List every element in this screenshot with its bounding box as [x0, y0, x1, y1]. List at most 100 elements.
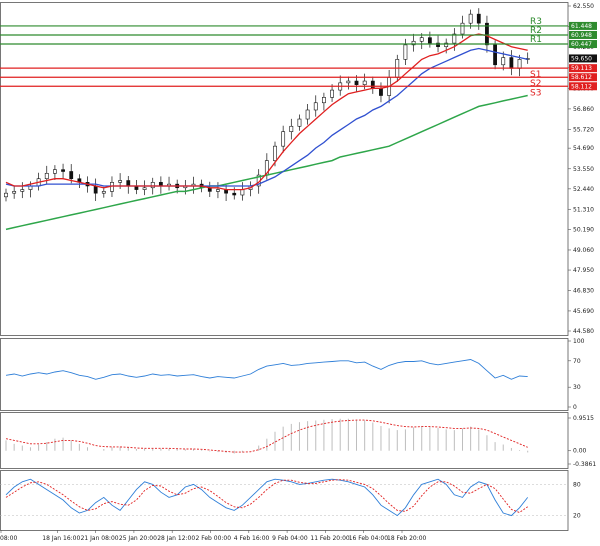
y-tick-label: 47.950: [573, 267, 594, 274]
macd-tick-label: 0.9515: [573, 415, 594, 422]
candle-body: [403, 44, 408, 60]
x-tick-label: 28 Jan 12:00: [157, 535, 195, 542]
candle-body: [150, 182, 155, 189]
level-name-r2: R2: [530, 26, 542, 36]
candle-body: [354, 80, 359, 85]
candle-body: [322, 97, 326, 104]
candle-body: [289, 125, 294, 132]
macd-tick-label: -0.3861: [573, 461, 596, 468]
main-frame: [0, 2, 569, 336]
macd-frame: [0, 412, 569, 469]
candle-body: [232, 192, 237, 196]
x-tick-label: 08:00: [0, 535, 17, 542]
candle-body: [476, 13, 481, 24]
candle-body: [126, 180, 131, 187]
candle-body: [305, 109, 310, 120]
y-tick-label: 53.550: [573, 166, 594, 173]
y-tick-label: 46.830: [573, 287, 594, 294]
candle-body: [281, 131, 286, 147]
candle-body: [362, 80, 367, 85]
y-tick-label: 55.720: [573, 127, 594, 134]
candle-body: [501, 57, 506, 66]
x-tick-label: 4 Feb 16:00: [234, 535, 270, 542]
level-value-r3: 61.448: [571, 23, 592, 30]
candle-body: [444, 42, 449, 47]
candle-body: [273, 145, 277, 161]
candle-body: [20, 189, 25, 192]
level-name-s2: S2: [530, 79, 541, 89]
candle-body: [460, 22, 465, 35]
y-tick-label: 50.190: [573, 227, 594, 234]
rsi-tick-label: 30: [573, 384, 581, 391]
level-tag-s3: [569, 82, 597, 91]
candle-body: [493, 44, 497, 66]
candle-body: [411, 40, 416, 46]
candle-body: [12, 191, 17, 194]
y-tick-label: 51.310: [573, 206, 594, 213]
x-tick-label: 18 Jan 16:00: [42, 535, 80, 542]
current-price-label: 59.650: [571, 55, 592, 62]
current-price-tag: [569, 54, 597, 63]
stochastic-panel: 80 20: [0, 470, 581, 531]
level-name-s1: S1: [530, 70, 541, 80]
macd-signal-line: [5, 419, 528, 453]
ma-short-line: [5, 33, 528, 191]
stoch-tick-label: 80: [573, 481, 581, 488]
main-price-panel: 62.55061.42060.28059.13058.00056.86055.7…: [0, 2, 597, 336]
time-axis: 08:00 18 Jan 16:00 21 Jan 08:00 25 Jan 20:0…: [0, 530, 427, 542]
y-tick-label: 56.860: [573, 106, 594, 113]
level-name-r1: R1: [530, 35, 542, 45]
rsi-tick-label: 100: [573, 338, 585, 345]
candle-body: [419, 37, 424, 42]
rsi-panel: 100 70 30 0: [0, 338, 585, 411]
stochastic-frame: [0, 470, 569, 531]
level-value-r2: 60.948: [571, 32, 592, 39]
level-tag-s1: [569, 64, 597, 73]
stoch-tick-label: 20: [573, 513, 581, 520]
candle-body: [101, 191, 106, 194]
x-tick-label: 9 Feb 04:00: [272, 535, 308, 542]
level-value-s2: 58.612: [571, 74, 592, 81]
candle-body: [468, 13, 473, 24]
y-tick-label: 62.550: [573, 3, 594, 10]
candle-body: [240, 189, 245, 196]
candle-body: [142, 187, 147, 190]
ma-long-line: [5, 94, 528, 231]
rsi-line: [5, 359, 528, 380]
rsi-tick-label: 70: [573, 358, 581, 365]
candle-body: [53, 169, 57, 174]
rsi-tick-label: 0: [573, 404, 577, 411]
x-tick-label: 2 Feb 00:00: [196, 535, 232, 542]
candle-body: [313, 102, 318, 111]
x-tick-label: 25 Jan 20:00: [119, 535, 157, 542]
level-tag-r1: [569, 40, 597, 49]
candle-body: [330, 89, 334, 98]
y-tick-label: 45.690: [573, 308, 594, 315]
candle-body: [517, 59, 522, 69]
rsi-frame: [0, 338, 569, 411]
macd-panel: 0.9515 0.00 -0.3861: [0, 412, 596, 469]
candle-body: [93, 185, 98, 194]
level-name-s3: S3: [530, 88, 541, 98]
ma-mid-line: [5, 47, 528, 187]
x-tick-label: 21 Jan 08:00: [81, 535, 119, 542]
level-tag-s2: [569, 73, 597, 82]
x-tick-label: 16 Feb 04:00: [349, 535, 389, 542]
candle-body: [370, 80, 375, 89]
candle-body: [118, 180, 123, 183]
x-tick-label: 18 Feb 20:00: [387, 535, 427, 542]
x-tick-label: 11 Feb 20:00: [310, 535, 350, 542]
candle-body: [44, 172, 49, 180]
candle-body: [452, 33, 457, 44]
candle-body: [69, 171, 74, 180]
candle-body: [509, 57, 514, 69]
candle-body: [61, 169, 65, 172]
stoch-k-line: [5, 478, 529, 517]
candle-body: [379, 87, 383, 96]
y-tick-label: 54.690: [573, 145, 594, 152]
level-tag-r2: [569, 30, 597, 39]
candle-body: [216, 189, 220, 192]
candle-body: [427, 37, 432, 44]
y-tick-label: 52.440: [573, 186, 594, 193]
